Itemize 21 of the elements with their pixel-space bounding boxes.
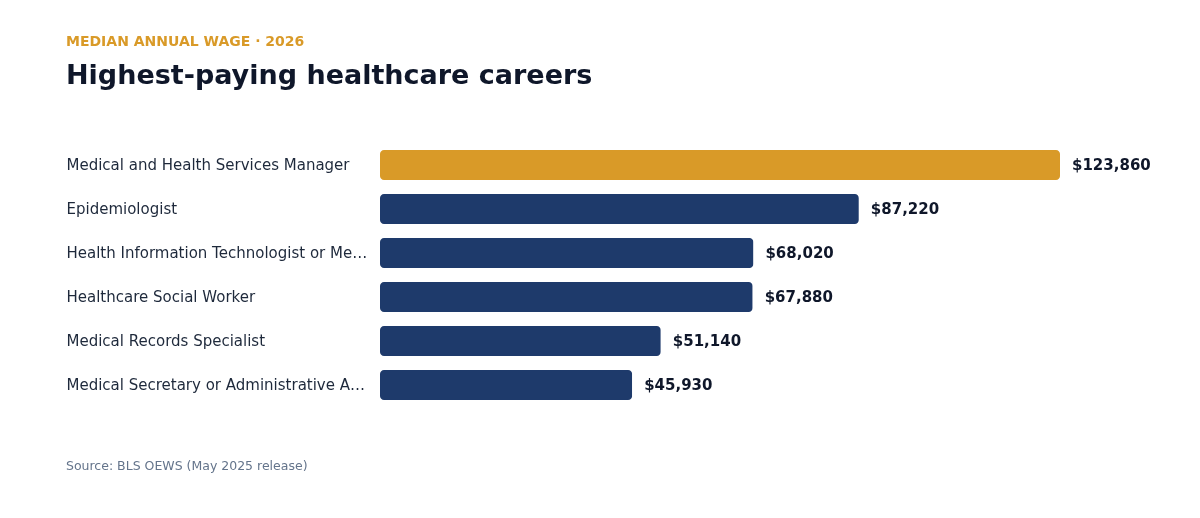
bar — [380, 194, 859, 224]
data-label: $45,930 — [644, 376, 713, 394]
chart-title: Highest-paying healthcare careers — [66, 59, 593, 90]
data-label: $87,220 — [870, 200, 940, 218]
data-label: $67,880 — [764, 288, 833, 306]
y-tick-label: Medical and Health Services Manager — [66, 156, 351, 174]
source-note: Source: BLS OEWS (May 2025 release) — [66, 458, 308, 473]
bar — [380, 370, 633, 400]
bar — [380, 150, 1060, 180]
y-tick-label: Medical Secretary or Administrative A… — [66, 376, 366, 394]
data-label: $123,860 — [1072, 156, 1151, 174]
data-label: $51,140 — [672, 332, 742, 350]
y-tick-label: Medical Records Specialist — [66, 332, 266, 350]
y-tick-label: Health Information Technologist or Me… — [66, 244, 368, 262]
data-label: $68,020 — [765, 244, 834, 262]
bar — [380, 238, 754, 268]
y-tick-label: Epidemiologist — [66, 200, 178, 218]
bar — [380, 326, 661, 356]
bar — [380, 282, 753, 312]
text: MEDIAN ANNUAL WAGE · 2026 — [66, 33, 305, 49]
y-tick-label: Healthcare Social Worker — [66, 288, 256, 306]
